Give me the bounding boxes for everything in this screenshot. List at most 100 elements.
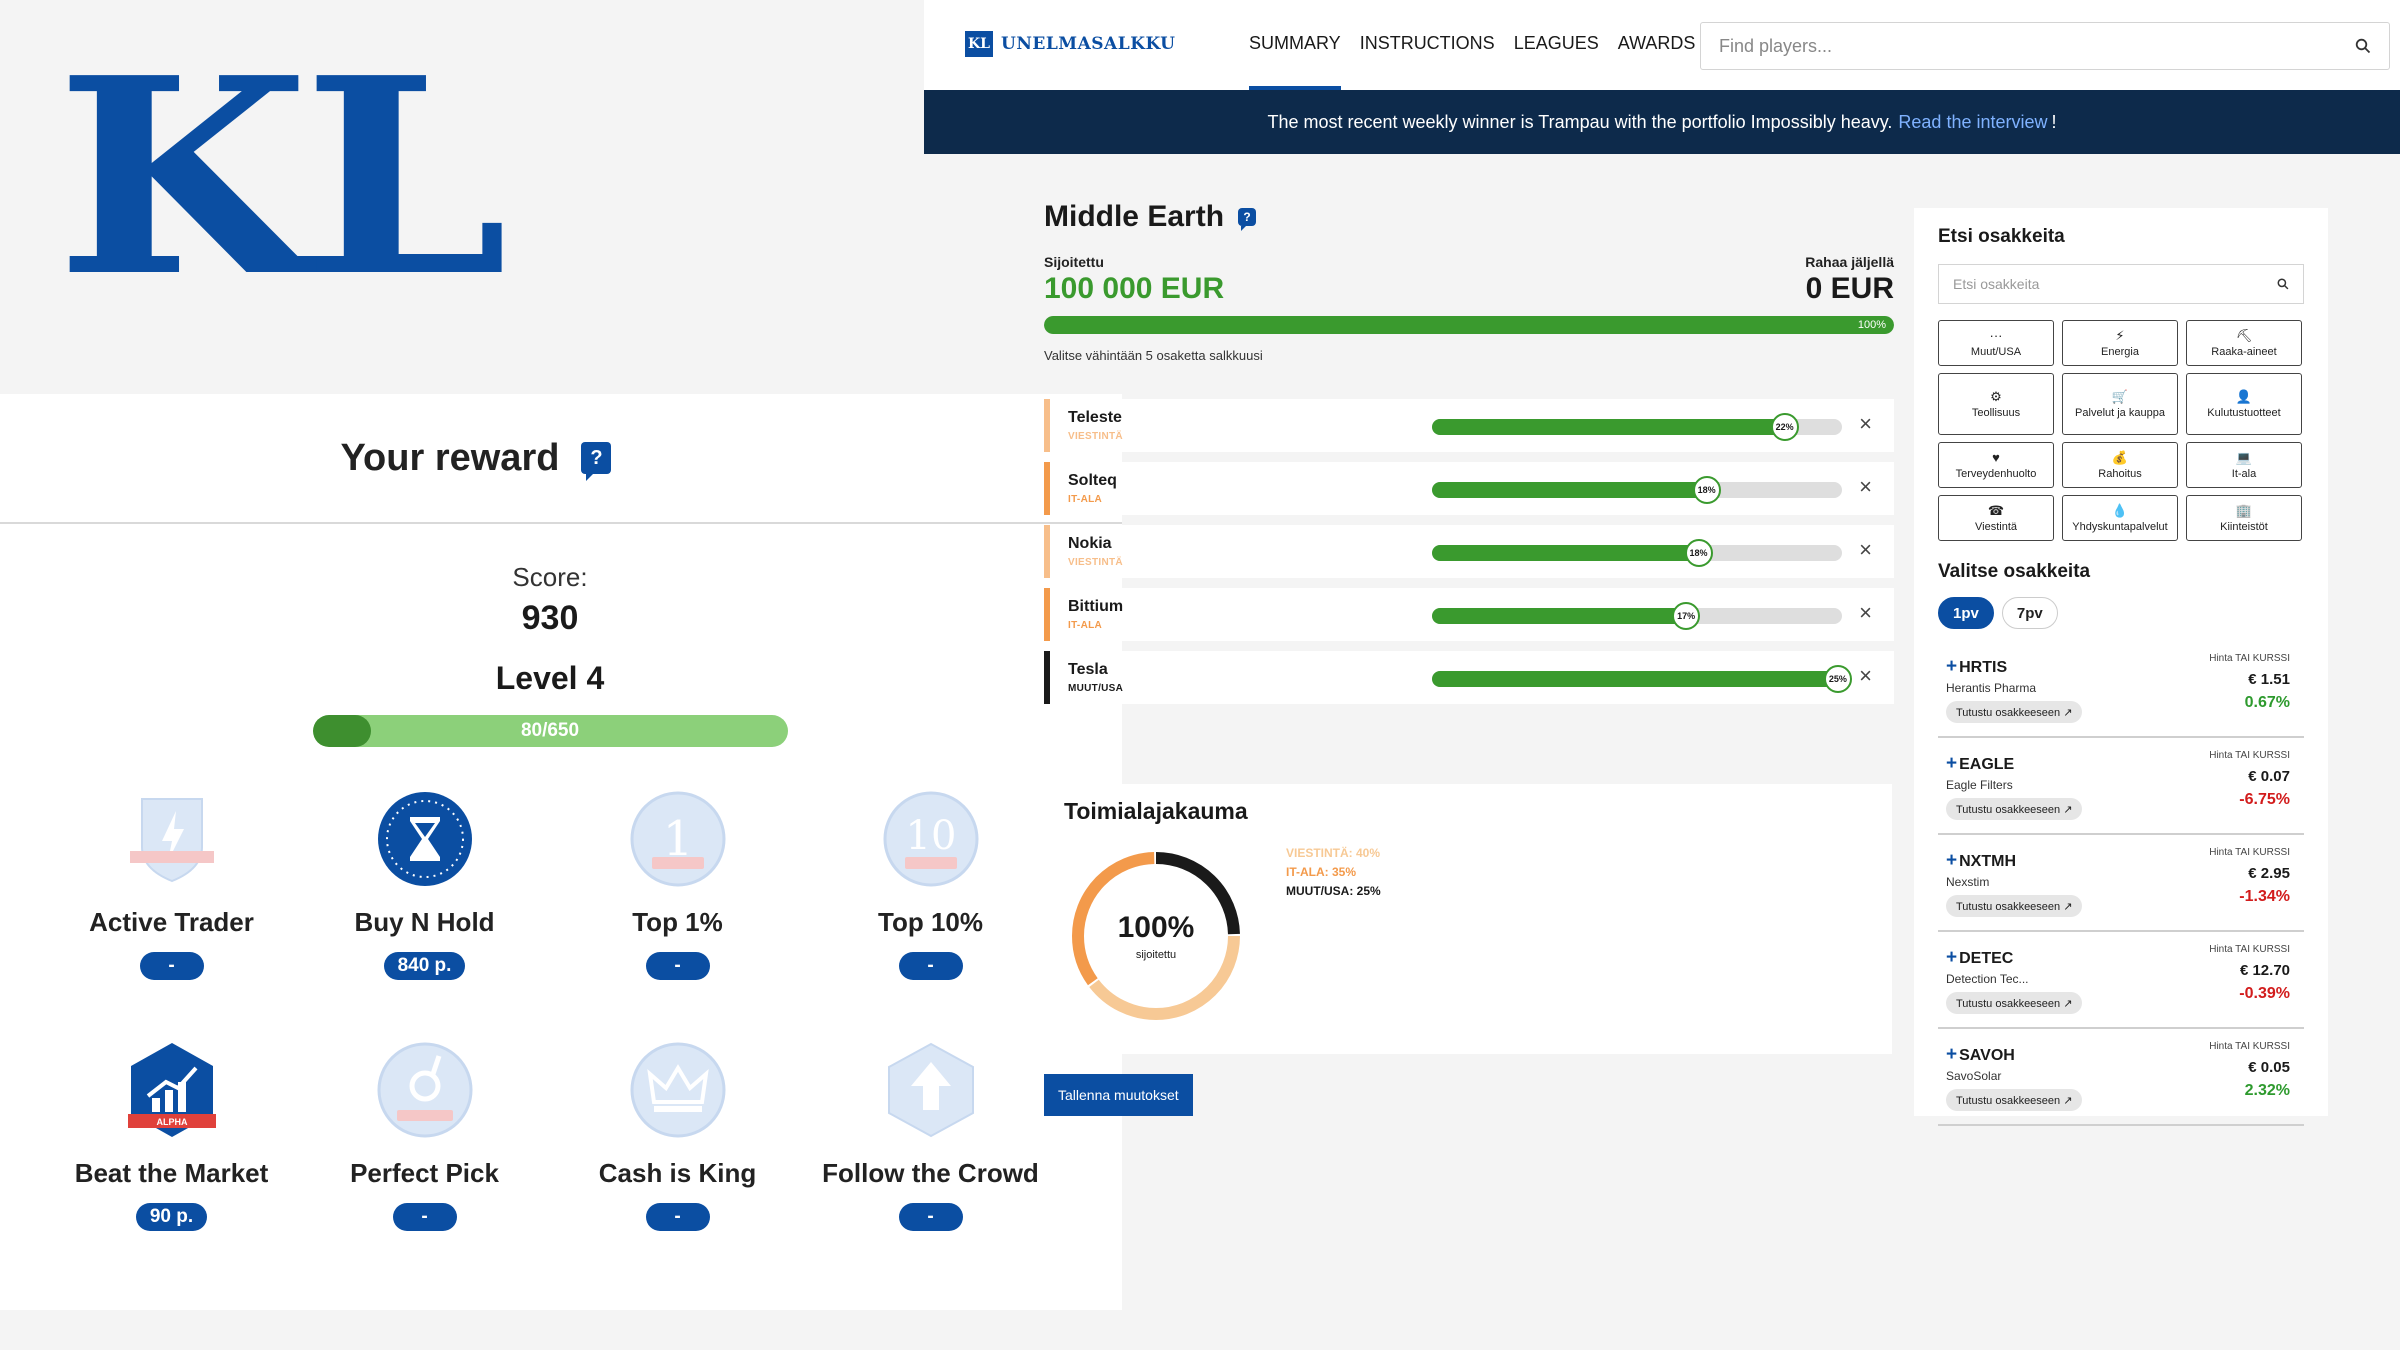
weight-slider[interactable]: 25%	[1432, 665, 1852, 693]
sector-filter-button[interactable]: 🏢 Kiinteistöt	[2186, 495, 2302, 541]
sector-color-stripe	[1044, 462, 1050, 515]
sector-filter-button[interactable]: ⛏ Raaka-aineet	[2186, 320, 2302, 366]
badge: ALPHA Beat the Market 90 p.	[45, 1040, 298, 1231]
stock-details-link[interactable]: Tutustu osakkeeseen ↗	[1946, 895, 2083, 917]
plus-icon[interactable]: +	[1946, 1044, 1958, 1065]
stock-symbol-text: DETEC	[1959, 950, 2014, 967]
stock-row: + DETEC Detection Tec... Tutustu osakkeesee…	[1938, 932, 2304, 1029]
number-one-icon[interactable]: 1	[628, 789, 728, 889]
ok-hand-icon[interactable]	[375, 1040, 475, 1140]
plus-icon[interactable]: +	[1946, 947, 1958, 968]
remove-holding-close-icon[interactable]: ×	[1859, 600, 1872, 625]
player-search-input[interactable]	[1719, 35, 2355, 57]
weight-slider-handle[interactable]: 22%	[1770, 413, 1799, 441]
stock-details-link[interactable]: Tutustu osakkeeseen ↗	[1946, 992, 2083, 1014]
invested-percent: 100%	[1857, 319, 1886, 331]
sector-filter-button[interactable]: 💧 Yhdyskuntapalvelut	[2062, 495, 2178, 541]
stock-details-link[interactable]: Tutustu osakkeeseen ↗	[1946, 701, 2083, 723]
brand[interactable]: KL UNELMASALKKU	[965, 31, 1175, 57]
sector-filter-button[interactable]: ♥ Terveydenhuolto	[1938, 442, 2054, 488]
weight-slider-handle[interactable]: 17%	[1672, 602, 1701, 630]
menu-instructions[interactable]: INSTRUCTIONS	[1359, 33, 1495, 53]
save-changes-button[interactable]: Tallenna muutokset	[1044, 1074, 1193, 1116]
stock-symbol[interactable]: + SAVOH	[1946, 1044, 2015, 1066]
stock-price: € 12.70	[2239, 962, 2290, 979]
holding-row: Bittium IT-ALA 17% ×	[1044, 588, 1894, 641]
sector-donut: 100% sijoitettu	[1064, 844, 1248, 1028]
help-icon[interactable]: ?	[581, 442, 612, 481]
remove-holding-close-icon[interactable]: ×	[1859, 411, 1872, 436]
number-ten-icon[interactable]: 10	[881, 789, 981, 889]
period-7pv[interactable]: 7pv	[2001, 597, 2058, 629]
menu-summary[interactable]: SUMMARY	[1249, 0, 1341, 90]
remove-holding-close-icon[interactable]: ×	[1859, 663, 1872, 688]
search-icon[interactable]	[2355, 38, 2371, 54]
hourglass-icon[interactable]	[375, 789, 475, 889]
search-icon[interactable]	[2277, 278, 2289, 290]
sector-filter-label: It-ala	[2231, 467, 2257, 480]
stock-list: + HRTIS Herantis Pharma Tutustu osakkeeseen…	[1938, 641, 2304, 1126]
help-icon[interactable]: ?	[1238, 208, 1257, 231]
stock-symbol[interactable]: + NXTMH	[1946, 850, 2016, 872]
weight-slider[interactable]: 18%	[1432, 476, 1842, 504]
weight-slider[interactable]: 18%	[1432, 539, 1842, 567]
sector-filter-button[interactable]: ⚙ Teollisuus	[1938, 373, 2054, 435]
sector-filter-button[interactable]: ··· Muut/USA	[1938, 320, 2054, 366]
badge: Buy N Hold 840 p.	[298, 789, 551, 980]
period-1pv[interactable]: 1pv	[1938, 597, 1994, 629]
stock-search-input[interactable]	[1953, 276, 2277, 292]
score-area: Score: 930 Level 4 80/650	[0, 562, 1100, 747]
stock-details-link[interactable]: Tutustu osakkeeseen ↗	[1946, 798, 2083, 820]
badge-points: -	[645, 952, 710, 980]
donut-center-label: sijoitettu	[1135, 949, 1177, 961]
holding-name: Teleste	[1068, 409, 1122, 426]
sector-filter-label: Kiinteistöt	[2220, 520, 2268, 533]
stock-symbol[interactable]: + DETEC	[1946, 947, 2013, 969]
plus-icon[interactable]: +	[1946, 753, 1958, 774]
weight-slider-fill	[1432, 671, 1838, 687]
coins-icon: 💰	[2111, 449, 2129, 465]
weight-slider[interactable]: 22%	[1432, 413, 1842, 441]
weight-slider[interactable]: 17%	[1432, 602, 1842, 630]
plus-icon[interactable]: +	[1946, 850, 1958, 871]
menu-awards[interactable]: AWARDS	[1617, 33, 1696, 53]
sector-filter-button[interactable]: ☎ Viestintä	[1938, 495, 2054, 541]
stock-price: € 0.07	[2248, 768, 2290, 785]
lightning-shield-icon[interactable]	[122, 789, 222, 889]
badge-points: -	[645, 1203, 710, 1231]
stock-symbol[interactable]: + EAGLE	[1946, 753, 2014, 775]
weight-slider-handle[interactable]: 25%	[1823, 665, 1852, 693]
sector-filter-label: Energia	[2101, 345, 2139, 358]
stock-details-link[interactable]: Tutustu osakkeeseen ↗	[1946, 1089, 2083, 1111]
stock-company: SavoSolar	[1946, 1069, 2002, 1083]
holding-name: Nokia	[1068, 535, 1112, 552]
reward-title: Your reward	[340, 436, 560, 479]
sector-filter-button[interactable]: ⚡ Energia	[2062, 320, 2178, 366]
sector-filter-button[interactable]: 🛒 Palvelut ja kauppa	[2062, 373, 2178, 435]
stock-symbol[interactable]: + HRTIS	[1946, 656, 2007, 678]
sector-filter-button[interactable]: 💻 It-ala	[2186, 442, 2302, 488]
sector-filter-label: Raaka-aineet	[2211, 345, 2277, 358]
holding-name: Bittium	[1068, 598, 1124, 615]
rising-chart-icon[interactable]: ALPHA	[122, 1040, 222, 1140]
remove-holding-close-icon[interactable]: ×	[1859, 537, 1872, 562]
badge: 1 Top 1% -	[551, 789, 804, 980]
stock-change: -0.39%	[2239, 985, 2290, 1002]
donut-segment	[1072, 852, 1240, 1020]
reward-panel: Your reward ? Score: 930 Level 4 80/650 …	[0, 394, 1122, 1310]
holding-row: Nokia VIESTINTÄ 18% ×	[1044, 525, 1894, 578]
banner-interview-link[interactable]: Read the interview	[1898, 111, 2048, 132]
plus-icon[interactable]: +	[1946, 656, 1958, 677]
svg-text:ALPHA: ALPHA	[156, 1117, 187, 1127]
stock-row: + NXTMH Nexstim Tutustu osakkeeseen ↗ Hinta …	[1938, 835, 2304, 932]
crown-icon[interactable]	[628, 1040, 728, 1140]
portfolio-hint: Valitse vähintään 5 osaketta salkkuusi	[1044, 348, 1263, 363]
sector-filter-button[interactable]: 👤 Kulutustuotteet	[2186, 373, 2302, 435]
arrow-up-icon[interactable]	[881, 1040, 981, 1140]
sector-filter-button[interactable]: 💰 Rahoitus	[2062, 442, 2178, 488]
weight-slider-handle[interactable]: 18%	[1692, 476, 1721, 504]
weight-slider-handle[interactable]: 18%	[1684, 539, 1713, 567]
menu-leagues[interactable]: LEAGUES	[1513, 33, 1599, 53]
badge: Follow the Crowd -	[804, 1040, 1057, 1231]
remove-holding-close-icon[interactable]: ×	[1859, 474, 1872, 499]
